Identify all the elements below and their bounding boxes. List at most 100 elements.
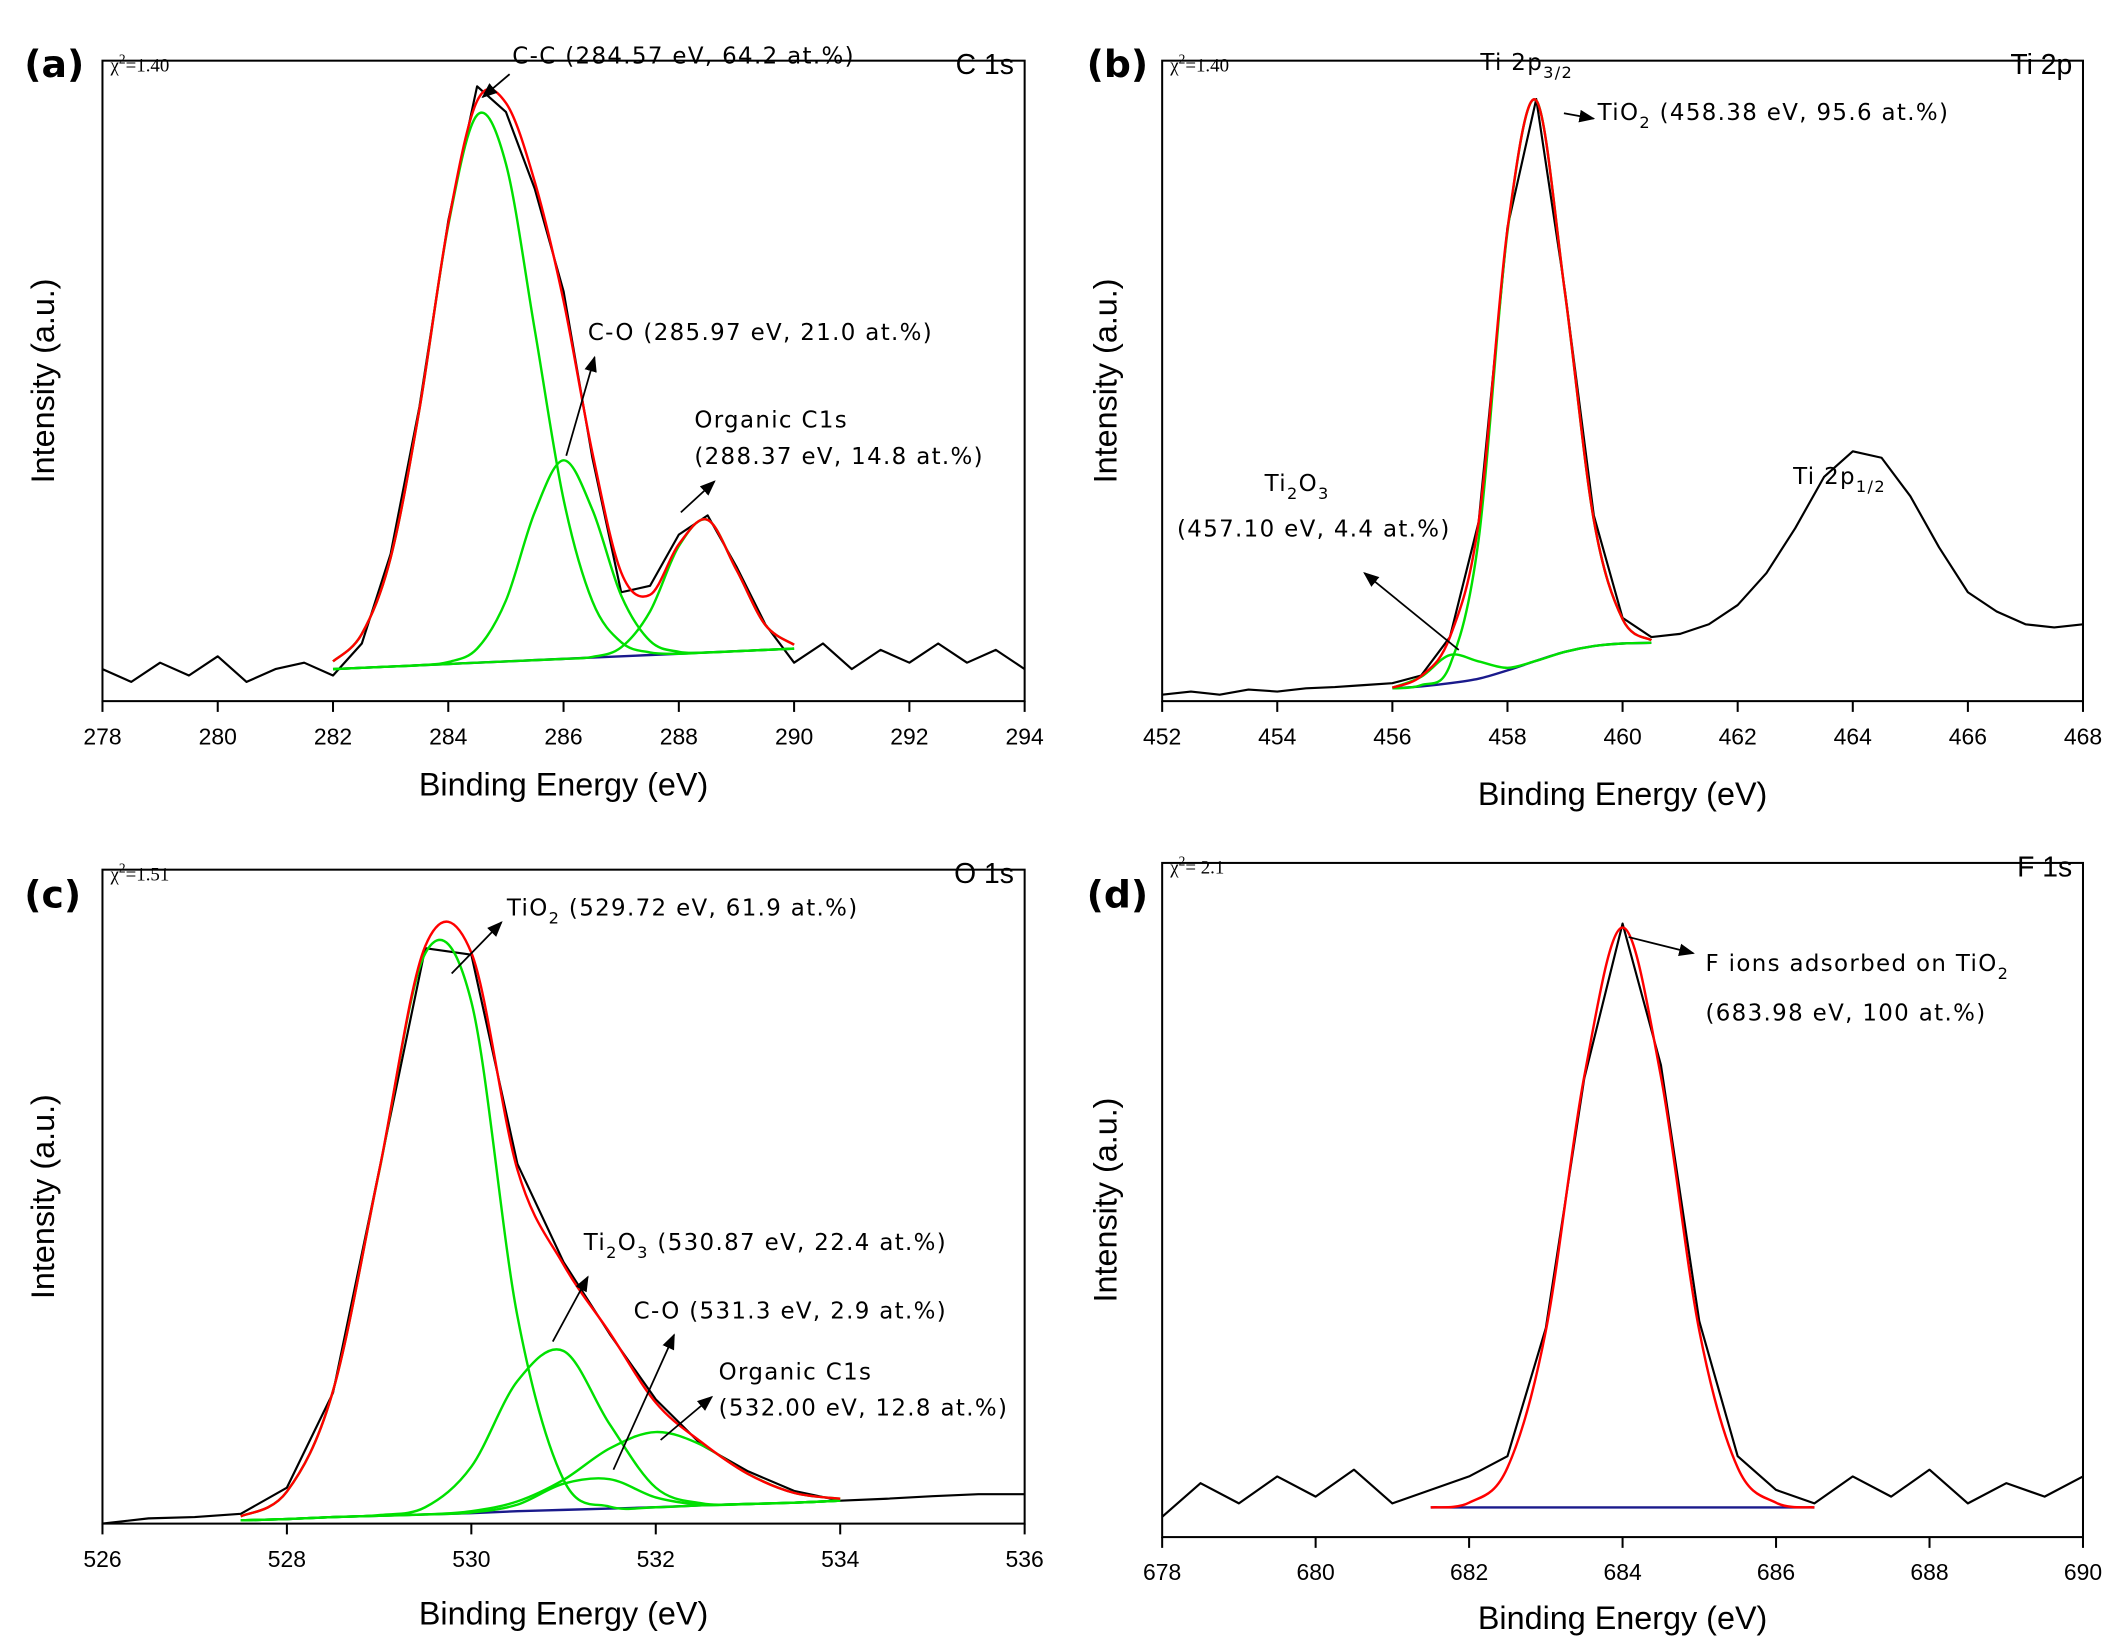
annotation-arrow xyxy=(660,1395,714,1441)
annotation: (457.10 eV, 4.4 at.%) xyxy=(1177,517,1451,543)
region-label: O 1s xyxy=(954,857,1014,889)
spectrum-line xyxy=(1161,922,2084,1518)
region-label: C 1s xyxy=(956,48,1014,80)
script-text: 2 xyxy=(606,1243,618,1262)
annotation-arrow xyxy=(481,73,511,99)
x-axis-label: Binding Energy (eV) xyxy=(1478,776,1767,812)
script-text: 2 xyxy=(549,909,561,928)
panel-label: (b) xyxy=(1087,42,1149,86)
script-text: 3 xyxy=(1318,484,1330,503)
annotation: C-C (284.57 eV, 64.2 at.%) xyxy=(512,43,855,69)
text-segment: C-C (284.57 eV, 64.2 at.%) xyxy=(512,43,855,69)
fit-line xyxy=(332,88,795,663)
annotation-arrow xyxy=(1628,936,1695,956)
x-tick-label: 460 xyxy=(1603,723,1641,749)
x-tick-label: 292 xyxy=(890,723,928,749)
text-segment: Ti 2p xyxy=(1479,50,1543,76)
x-tick-label: 466 xyxy=(1949,723,1987,749)
x-tick-label: 454 xyxy=(1258,723,1296,749)
y-axis-label: Intensity (a.u.) xyxy=(1087,278,1123,483)
text-segment: = 2.1 xyxy=(1185,858,1224,879)
annotation: Ti 2p1/2 xyxy=(1792,464,1886,496)
y-axis-label: Intensity (a.u.) xyxy=(25,1094,61,1299)
chi-square: χ2=1.51 xyxy=(110,860,170,885)
annotation: Organic C1s xyxy=(694,407,848,433)
text-segment: (458.38 eV, 95.6 at.%) xyxy=(1651,100,1949,126)
annotation-arrow xyxy=(1563,109,1596,123)
x-tick-label: 686 xyxy=(1757,1559,1795,1585)
fit-line xyxy=(1391,98,1653,689)
text-segment: Organic C1s xyxy=(719,1359,873,1385)
text-segment: (457.10 eV, 4.4 at.%) xyxy=(1177,517,1451,543)
annotation-arrow xyxy=(565,355,597,456)
annotation-arrow xyxy=(612,1333,675,1471)
x-tick-label: 462 xyxy=(1719,723,1757,749)
text-segment: TiO xyxy=(506,896,549,922)
x-axis-label: Binding Energy (eV) xyxy=(1478,1600,1767,1636)
text-segment: C-O (531.3 eV, 2.9 at.%) xyxy=(634,1299,947,1325)
annotation: C-O (531.3 eV, 2.9 at.%) xyxy=(634,1299,947,1325)
script-text: 2 xyxy=(1639,113,1651,132)
annotation-arrow xyxy=(1363,572,1460,651)
panel-label: (c) xyxy=(24,872,81,916)
y-axis-label: Intensity (a.u.) xyxy=(25,278,61,483)
fit-line xyxy=(1430,926,1815,1509)
annotation: Ti2O3 (530.87 eV, 22.4 at.%) xyxy=(583,1230,947,1262)
spectrum-line xyxy=(102,947,1025,1525)
region-label: F 1s xyxy=(2017,850,2072,882)
text-segment: (530.87 eV, 22.4 at.%) xyxy=(649,1230,947,1256)
region-label: Ti 2p xyxy=(2010,48,2072,80)
plot-frame xyxy=(1161,59,2085,703)
x-tick-label: 526 xyxy=(83,1546,121,1572)
annotation-arrow xyxy=(451,921,503,975)
text-segment: Ti xyxy=(1264,471,1287,497)
x-tick-label: 530 xyxy=(452,1546,490,1572)
script-text: 2 xyxy=(1179,854,1186,869)
spectrum-line xyxy=(102,85,1026,683)
script-text: 3 xyxy=(637,1243,649,1262)
y-axis-label: Intensity (a.u.) xyxy=(1087,1098,1123,1303)
x-axis-label: Binding Energy (eV) xyxy=(419,767,708,803)
text-segment: TiO xyxy=(1597,100,1640,126)
fit-line xyxy=(240,920,841,1518)
x-tick-label: 456 xyxy=(1373,723,1411,749)
chi-square: χ2= 2.1 xyxy=(1169,854,1224,879)
x-tick-label: 690 xyxy=(2064,1559,2102,1585)
text-segment: =1.40 xyxy=(1185,55,1229,76)
text-segment: =1.40 xyxy=(126,55,170,76)
script-text: 2 xyxy=(1287,484,1299,503)
text-segment: O xyxy=(618,1230,637,1256)
fit-line xyxy=(332,111,795,663)
x-tick-label: 534 xyxy=(821,1546,859,1572)
text-segment: χ xyxy=(110,864,120,885)
x-tick-label: 684 xyxy=(1603,1559,1641,1585)
text-segment: O xyxy=(1299,471,1318,497)
text-segment: (532.00 eV, 12.8 at.%) xyxy=(719,1396,1009,1422)
text-segment: Organic C1s xyxy=(694,407,848,433)
plot-frame xyxy=(101,59,1026,703)
annotation: TiO2 (458.38 eV, 95.6 at.%) xyxy=(1597,100,1950,132)
text-segment: =1.51 xyxy=(126,864,170,885)
fit-line xyxy=(332,518,795,671)
annotation: C-O (285.97 eV, 21.0 at.%) xyxy=(588,320,933,346)
annotation: TiO2 (529.72 eV, 61.9 at.%) xyxy=(506,896,859,928)
spectrum-line xyxy=(1162,98,2084,696)
x-tick-label: 452 xyxy=(1143,723,1181,749)
script-text: 2 xyxy=(1179,51,1186,66)
fit-line xyxy=(1392,98,1653,690)
x-tick-label: 284 xyxy=(429,723,467,749)
plot-frame xyxy=(101,868,1026,1525)
annotation-arrow xyxy=(680,480,716,514)
script-text: 1/2 xyxy=(1856,477,1886,496)
annotation: Ti2O3 xyxy=(1264,471,1330,503)
annotation: (683.98 eV, 100 at.%) xyxy=(1705,1001,1986,1027)
x-axis-label: Binding Energy (eV) xyxy=(419,1596,708,1632)
script-text: 3/2 xyxy=(1543,63,1573,82)
annotation: F ions adsorbed on TiO2 xyxy=(1705,951,2009,983)
x-tick-label: 528 xyxy=(268,1546,306,1572)
panel-label: (d) xyxy=(1087,872,1149,916)
text-segment: (288.37 eV, 14.8 at.%) xyxy=(694,444,984,470)
